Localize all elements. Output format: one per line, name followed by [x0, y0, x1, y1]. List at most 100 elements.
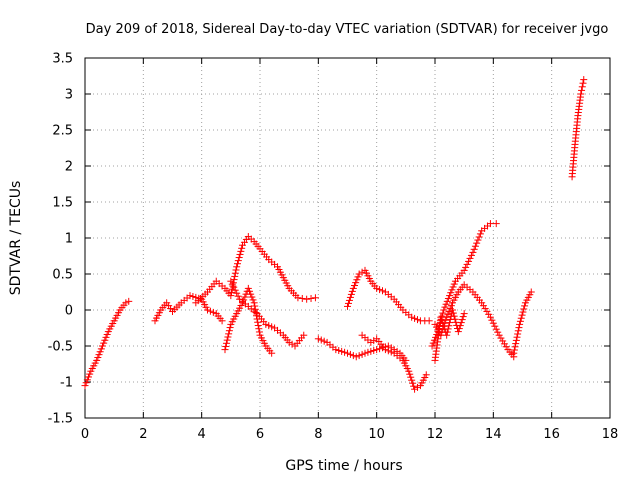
data-point-fill: [355, 352, 363, 360]
data-point-fill: [450, 280, 458, 288]
data-point-fill: [451, 315, 459, 323]
data-point-fill: [517, 314, 525, 322]
data-point-fill: [235, 254, 243, 262]
data-point-fill: [442, 300, 450, 308]
data-point: [355, 270, 363, 278]
data-point: [527, 288, 535, 296]
data-point: [221, 346, 229, 354]
data-point-fill: [510, 346, 518, 354]
data-point-fill: [476, 230, 484, 238]
x-tick-label: 4: [198, 427, 206, 442]
x-tick-label: 6: [256, 427, 264, 442]
y-tick-label: 1: [65, 232, 73, 247]
data-point-fill: [446, 319, 454, 327]
data-point-fill: [320, 337, 328, 345]
data-point-fill: [473, 239, 481, 247]
data-point-fill: [225, 330, 233, 338]
data-point: [93, 356, 101, 364]
data-point-fill: [475, 233, 483, 241]
data-point-fill: [439, 319, 447, 327]
data-point-fill: [352, 279, 360, 287]
data-point-fill: [456, 322, 464, 330]
data-point: [314, 335, 322, 343]
data-point-fill: [254, 318, 262, 326]
data-point-fill: [249, 296, 257, 304]
data-point: [344, 302, 351, 310]
data-point-fill: [462, 263, 470, 271]
data-point-fill: [231, 269, 239, 277]
data-point-fill: [409, 379, 417, 387]
data-point-fill: [354, 273, 362, 281]
data-point: [311, 294, 319, 302]
x-axis-label: GPS time / hours: [285, 458, 402, 474]
data-point-fill: [494, 328, 502, 336]
x-tick-label: 2: [139, 427, 147, 442]
data-point-fill: [346, 350, 354, 358]
data-point-fill: [449, 283, 457, 291]
data-point-fill: [233, 289, 241, 297]
data-point-fill: [268, 323, 276, 331]
data-point-fill: [288, 340, 296, 348]
data-point-fill: [466, 254, 474, 262]
data-point-fill: [234, 257, 242, 265]
data-point-fill: [459, 313, 467, 321]
data-point: [344, 349, 351, 357]
data-point-fill: [499, 337, 507, 345]
y-tick-label: -0.5: [48, 340, 73, 355]
data-point: [218, 317, 226, 325]
data-point-fill: [209, 308, 217, 316]
data-point-fill: [255, 325, 263, 333]
data-point-fill: [351, 282, 358, 290]
data-point-fill: [447, 289, 455, 297]
data-point-fill: [225, 327, 233, 335]
data-point-fill: [410, 382, 418, 390]
y-tick-label: 1.5: [52, 196, 73, 211]
data-point: [411, 385, 419, 393]
data-point-fill: [223, 336, 231, 344]
data-point-fill: [230, 276, 238, 284]
data-point-fill: [224, 333, 232, 341]
data-point-fill: [364, 348, 372, 356]
data-point-fill: [444, 325, 452, 333]
data-point: [285, 338, 293, 346]
data-point-fill: [228, 280, 236, 288]
data-point-fill: [481, 305, 489, 313]
data-point-fill: [479, 302, 487, 310]
plot-frame: [84, 57, 611, 419]
data-point: [122, 299, 130, 307]
data-point-fill: [206, 307, 214, 315]
data-point-fill: [414, 383, 421, 391]
data-point-fill: [344, 299, 352, 307]
data-point-fill: [447, 302, 455, 310]
data-point: [303, 295, 311, 303]
data-point-fill: [255, 328, 263, 336]
x-tick-label: 10: [368, 427, 385, 442]
data-point-fill: [231, 286, 239, 294]
data-point-fill: [85, 373, 92, 381]
x-tick-label: 12: [427, 427, 444, 442]
data-point-fill: [485, 310, 493, 318]
data-point-fill: [236, 250, 244, 258]
data-point-fill: [443, 328, 451, 336]
data-point-fill: [449, 309, 457, 317]
chart-title: Day 209 of 2018, Sidereal Day-to-day VTE…: [86, 22, 609, 37]
data-point-fill: [94, 354, 102, 362]
data-point: [250, 299, 258, 307]
data-point-fill: [483, 307, 491, 315]
data-point: [449, 306, 456, 314]
data-point-fill: [238, 244, 246, 252]
data-point: [81, 382, 89, 390]
data-point: [262, 320, 270, 328]
data-point-fill: [438, 316, 446, 324]
data-point: [577, 90, 585, 98]
data-point-fill: [86, 370, 94, 378]
data-point-fill: [358, 268, 366, 276]
data-point-fill: [515, 324, 523, 332]
data-point: [268, 349, 276, 357]
data-point-fill: [358, 350, 366, 358]
data-point-fill: [518, 311, 526, 319]
data-points: [81, 76, 588, 393]
data-point-fill: [234, 292, 242, 300]
data-point-fill: [471, 242, 479, 250]
data-point-fill: [444, 294, 452, 302]
